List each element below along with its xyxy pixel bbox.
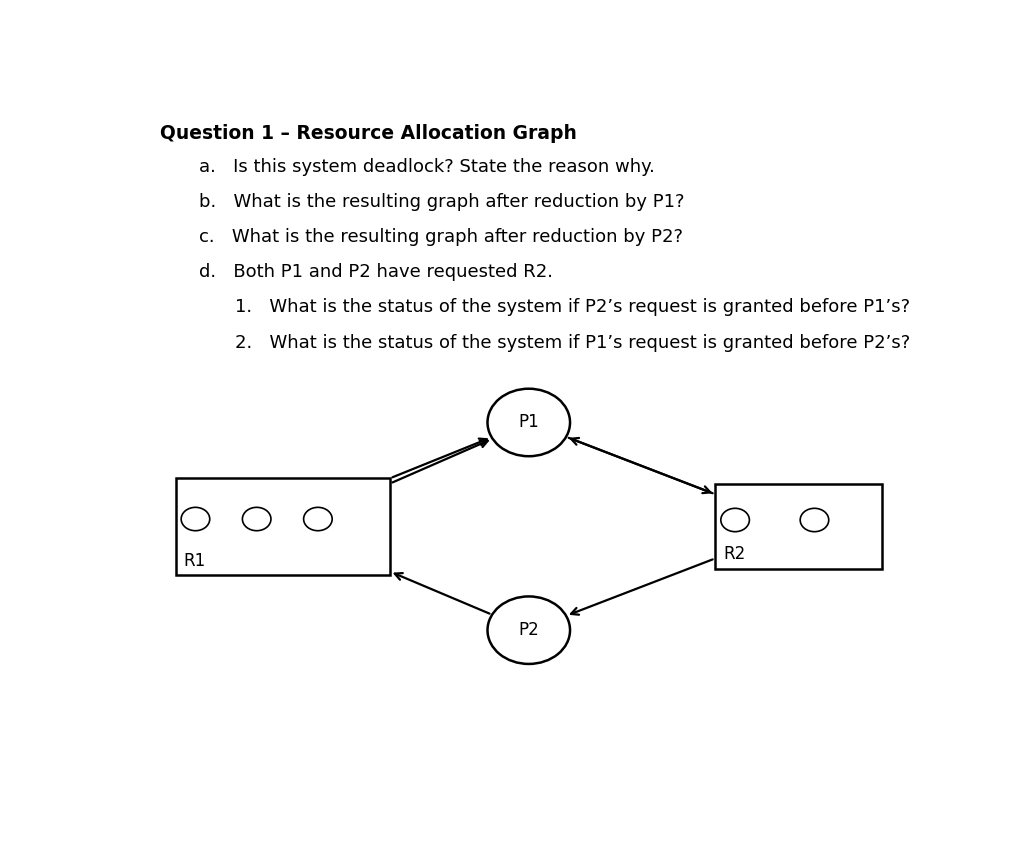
Text: b.   What is the resulting graph after reduction by P1?: b. What is the resulting graph after red… — [200, 193, 685, 212]
Text: d.   Both P1 and P2 have requested R2.: d. Both P1 and P2 have requested R2. — [200, 263, 553, 282]
Circle shape — [303, 507, 332, 531]
Bar — [176, 478, 390, 575]
Text: P2: P2 — [518, 621, 540, 639]
Circle shape — [800, 508, 828, 532]
Text: c.   What is the resulting graph after reduction by P2?: c. What is the resulting graph after red… — [200, 228, 683, 246]
Bar — [715, 484, 882, 568]
Circle shape — [181, 507, 210, 531]
Circle shape — [721, 508, 750, 532]
Text: a.   Is this system deadlock? State the reason why.: a. Is this system deadlock? State the re… — [200, 158, 655, 176]
Circle shape — [487, 597, 570, 664]
Circle shape — [487, 389, 570, 456]
Text: R2: R2 — [723, 545, 745, 563]
Text: 1.   What is the status of the system if P2’s request is granted before P1’s?: 1. What is the status of the system if P… — [236, 298, 910, 316]
Text: 2.   What is the status of the system if P1’s request is granted before P2’s?: 2. What is the status of the system if P… — [236, 334, 910, 352]
Text: R1: R1 — [183, 552, 206, 570]
Text: P1: P1 — [518, 413, 540, 432]
Text: Question 1 – Resource Allocation Graph: Question 1 – Resource Allocation Graph — [160, 124, 577, 142]
Circle shape — [243, 507, 271, 531]
